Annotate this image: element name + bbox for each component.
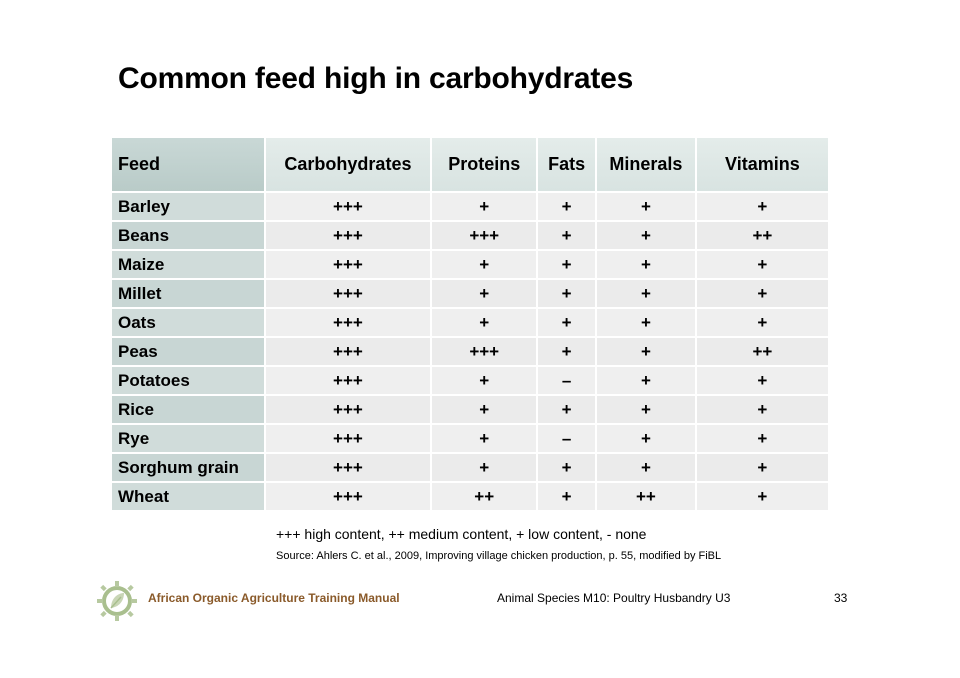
nutrient-level-cell: + (432, 396, 539, 425)
table-row: Maize +++ + + + + (112, 251, 830, 280)
nutrient-level-cell: ++ (432, 483, 539, 512)
sun-leaf-logo-icon (97, 581, 137, 621)
nutrient-level-cell: +++ (432, 222, 539, 251)
header-vitamins: Vitamins (696, 138, 830, 193)
header-feed: Feed (112, 138, 266, 193)
nutrient-level-cell: +++ (265, 338, 433, 367)
feed-name-cell: Rye (112, 425, 266, 454)
nutrient-level-cell: + (432, 367, 539, 396)
nutrient-level-cell: +++ (265, 222, 433, 251)
nutrient-level-cell: +++ (265, 280, 433, 309)
nutrient-level-cell: + (696, 280, 830, 309)
table-row: Potatoes +++ + – + + (112, 367, 830, 396)
nutrient-level-cell: + (597, 251, 697, 280)
page-number: 33 (834, 591, 848, 605)
table-row: Millet +++ + + + + (112, 280, 830, 309)
nutrient-level-cell: + (597, 222, 697, 251)
nutrient-level-cell: + (538, 222, 598, 251)
table-row: Rice +++ + + + + (112, 396, 830, 425)
nutrient-level-cell: + (696, 425, 830, 454)
nutrient-level-cell: ++ (696, 338, 830, 367)
nutrient-level-cell: + (597, 309, 697, 338)
nutrient-level-cell: + (432, 309, 539, 338)
table-header-row: Feed Carbohydrates Proteins Fats Mineral… (112, 138, 830, 193)
nutrient-level-cell: + (696, 367, 830, 396)
nutrient-level-cell: + (432, 425, 539, 454)
nutrient-level-cell: + (597, 425, 697, 454)
feed-name-cell: Maize (112, 251, 266, 280)
footer-manual-title: African Organic Agriculture Training Man… (148, 591, 400, 605)
nutrient-level-cell: + (538, 251, 598, 280)
nutrient-level-cell: + (538, 396, 598, 425)
header-carbohydrates: Carbohydrates (265, 138, 433, 193)
nutrient-level-cell: + (696, 309, 830, 338)
nutrient-level-cell: + (696, 193, 830, 222)
nutrient-level-cell: + (696, 454, 830, 483)
page-title: Common feed high in carbohydrates (118, 62, 634, 95)
header-fats: Fats (538, 138, 598, 193)
feed-name-cell: Millet (112, 280, 266, 309)
nutrient-level-cell: ++ (696, 222, 830, 251)
nutrient-level-cell: + (432, 251, 539, 280)
nutrient-level-cell: + (538, 454, 598, 483)
table-row: Oats +++ + + + + (112, 309, 830, 338)
nutrient-level-cell: +++ (432, 338, 539, 367)
nutrient-level-cell: + (597, 367, 697, 396)
nutrient-level-cell: +++ (265, 309, 433, 338)
table-row: Sorghum grain +++ + + + + (112, 454, 830, 483)
nutrient-level-cell: +++ (265, 396, 433, 425)
footer-module-title: Animal Species M10: Poultry Husbandry U3 (497, 591, 731, 605)
nutrient-level-cell: + (538, 280, 598, 309)
nutrient-level-cell: + (432, 280, 539, 309)
nutrient-level-cell: +++ (265, 251, 433, 280)
nutrient-level-cell: ++ (597, 483, 697, 512)
feed-name-cell: Wheat (112, 483, 266, 512)
nutrient-level-cell: + (597, 396, 697, 425)
nutrient-level-cell: + (538, 309, 598, 338)
nutrient-level-cell: + (597, 454, 697, 483)
nutrient-level-cell: + (696, 483, 830, 512)
table-row: Beans +++ +++ + + ++ (112, 222, 830, 251)
nutrient-level-cell: – (538, 367, 598, 396)
nutrient-level-cell: + (538, 193, 598, 222)
nutrient-level-cell: +++ (265, 483, 433, 512)
table-row: Rye +++ + – + + (112, 425, 830, 454)
nutrient-level-cell: + (597, 193, 697, 222)
feed-name-cell: Potatoes (112, 367, 266, 396)
nutrient-level-cell: – (538, 425, 598, 454)
source-citation: Source: Ahlers C. et al., 2009, Improvin… (276, 550, 722, 562)
feed-name-cell: Barley (112, 193, 266, 222)
table-row: Peas +++ +++ + + ++ (112, 338, 830, 367)
nutrient-level-cell: +++ (265, 454, 433, 483)
header-minerals: Minerals (597, 138, 697, 193)
feed-nutrient-table: Feed Carbohydrates Proteins Fats Mineral… (112, 138, 830, 512)
feed-name-cell: Rice (112, 396, 266, 425)
nutrient-level-cell: + (538, 483, 598, 512)
nutrient-level-cell: + (538, 338, 598, 367)
nutrient-level-cell: + (432, 454, 539, 483)
nutrient-level-cell: +++ (265, 425, 433, 454)
nutrient-level-cell: + (597, 280, 697, 309)
table-row: Wheat +++ ++ + ++ + (112, 483, 830, 512)
table-row: Barley +++ + + + + (112, 193, 830, 222)
feed-name-cell: Beans (112, 222, 266, 251)
feed-name-cell: Peas (112, 338, 266, 367)
table-legend: +++ high content, ++ medium content, + l… (276, 526, 647, 542)
header-proteins: Proteins (432, 138, 539, 193)
nutrient-level-cell: + (432, 193, 539, 222)
feed-name-cell: Oats (112, 309, 266, 338)
nutrient-level-cell: +++ (265, 193, 433, 222)
feed-name-cell: Sorghum grain (112, 454, 266, 483)
nutrient-level-cell: + (696, 251, 830, 280)
nutrient-level-cell: + (597, 338, 697, 367)
nutrient-level-cell: +++ (265, 367, 433, 396)
nutrient-level-cell: + (696, 396, 830, 425)
